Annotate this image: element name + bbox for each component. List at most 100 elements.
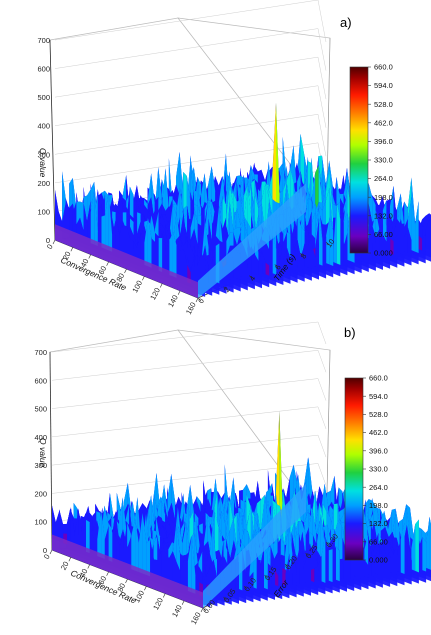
surface-facet [267,562,272,588]
surface-facet [283,247,287,272]
colorbar-tick-label: 132.0 [374,211,393,220]
z-axis-title-b: Q value [38,438,48,468]
surface-facet [105,192,109,251]
colorbar-ticks-a: 660.0 594.0 528.0 462.0 396.0 330.0 264.0 198.0… [368,63,393,258]
surface-facet [315,241,319,269]
surface-facet [368,533,372,576]
y-tick-label: 8 [299,252,309,261]
surface-facet [411,196,416,252]
y-tick-labels-a: 0 2 4 6 8 10 [196,237,336,305]
surface-facet [94,189,98,246]
x-tick-mark [162,593,166,598]
surface-facet [97,509,102,558]
surface-facet [422,537,427,572]
surface-facet [172,551,177,587]
y-tick-mark [197,297,202,302]
x-tick-mark [106,261,109,266]
y-tick-mark [300,252,304,257]
surface-facet [52,505,56,541]
z-tick-label: 100 [37,207,50,216]
surface-facet [265,262,270,276]
colorbar-tick-label: 462.0 [374,118,393,127]
surface-facet [297,240,302,269]
colorbar-tick-label: 594.0 [374,81,393,90]
x-tick-mark [144,586,147,591]
colorbar-tick-label: 528.0 [374,100,393,109]
surface-facet [296,555,300,584]
surface-facet [260,546,265,588]
y-tick-mark [223,596,227,601]
surface-facet [393,544,398,575]
surface-facet [112,219,116,254]
surface-facet [123,532,128,568]
y-tick-mark [325,541,330,546]
surface-facet [415,519,419,573]
surface-facet [162,238,166,274]
y-tick-label: 2 [222,285,232,294]
surface-facet [286,247,291,273]
surface-facet [176,562,181,588]
surface-facet [375,544,380,575]
y-tick-mark [325,241,330,246]
surface-facet [372,231,376,260]
surface-facet [90,189,95,245]
surface-facet [176,245,181,280]
surface-facet [112,532,117,564]
surface-facet [340,229,344,263]
x-tick-mark [124,268,127,274]
z-gridline [51,406,327,438]
x-tick-mark [142,276,145,281]
x-tick-mark [200,607,204,613]
z-tick-label: 700 [34,348,47,357]
surface-facet [256,560,261,591]
surface-facet [87,212,91,244]
surface-facet [278,556,283,588]
colorbar-tick-label: 330.0 [369,465,388,474]
y-tick-label: 6 [273,263,283,272]
surface-facet [292,553,297,587]
z-axis-line [49,39,56,241]
z-gridline [51,463,327,494]
surface-facet [371,558,376,578]
surface-facet [67,507,71,546]
x-tick-label: 80 [115,582,127,594]
surface-facet [135,519,139,573]
surface-facet [271,566,275,589]
x-tick-label: 60 [97,574,109,586]
surface-facet [101,215,106,249]
surface-facet [249,571,254,592]
z-tick-label: 0 [46,236,50,245]
surface-facet [74,508,79,549]
surface-facet [144,218,148,267]
z-axis-title-a: Q value [38,148,48,178]
x-tick-mark [195,297,199,303]
x-tick-mark [106,571,109,576]
surface-facet [379,224,384,259]
surface-facet [425,219,430,250]
surface-facet [393,234,398,257]
surface-facet [415,201,419,254]
surface-facet [122,225,127,258]
surface-facet [258,252,263,277]
surface-facet [65,202,70,235]
surface-facet [269,235,273,274]
y-tick-mark [305,552,309,557]
surface-facet [281,570,286,586]
colorbar-tick-label: 264.0 [374,174,393,183]
x-tick-label: 100 [130,279,144,294]
surface-facet [140,232,145,265]
y-tick-label: 0 [196,297,206,306]
z-tick-label: 100 [34,518,47,527]
y-tick-label: 4 [247,274,257,283]
surface-facet [155,237,159,271]
surface-facet [151,238,156,270]
surface-facet [274,569,279,587]
surface-facet [404,540,408,572]
surface-facet [254,254,259,276]
surface-facet [400,522,405,574]
surface-facet [308,236,312,270]
surface-facet [299,555,304,586]
surface-facet [343,239,348,264]
surface-facet [137,232,141,264]
